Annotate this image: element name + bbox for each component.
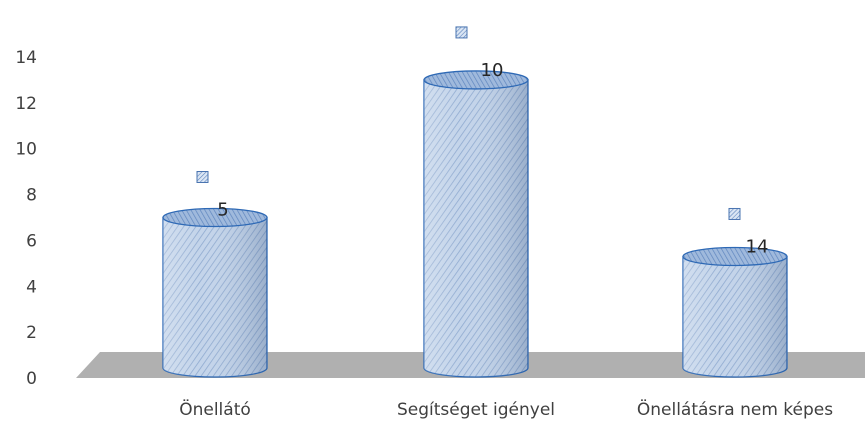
y-tick-label: 8 (26, 186, 37, 206)
cylinder-shade (683, 256, 787, 377)
x-category-label: Önellátásra nem képes (637, 398, 833, 420)
cylinder-shade (163, 217, 267, 377)
y-tick-label: 2 (26, 323, 37, 343)
data-label-marker (728, 207, 741, 220)
x-axis: Önellátó Segítséget igényel Önellátásra ne… (179, 398, 833, 420)
data-label: 10 (481, 60, 504, 81)
cylinder-bar: 5 (162, 171, 268, 378)
y-axis: 0 2 4 6 8 10 12 14 (15, 48, 37, 389)
data-label-marker (455, 26, 468, 39)
x-category-label: Önellátó (179, 398, 251, 420)
y-tick-label: 4 (26, 277, 37, 297)
cylinder-top (162, 207, 268, 228)
cylinder-bar: 14 (682, 207, 788, 378)
cylinder-top (423, 70, 529, 90)
data-label-marker (196, 171, 209, 183)
y-tick-label: 0 (26, 369, 37, 389)
y-tick-label: 14 (15, 48, 37, 68)
y-tick-label: 10 (15, 140, 37, 160)
data-label: 5 (217, 200, 228, 221)
x-category-label: Segítséget igényel (397, 400, 555, 420)
cylinder-bar: 10 (423, 26, 529, 378)
cylinder-top (682, 246, 788, 267)
data-label: 14 (746, 236, 769, 257)
bars-group: 5 10 14 (162, 26, 788, 378)
cylinder-shade (424, 79, 528, 377)
y-tick-label: 12 (15, 94, 37, 114)
y-tick-label: 6 (26, 231, 37, 251)
